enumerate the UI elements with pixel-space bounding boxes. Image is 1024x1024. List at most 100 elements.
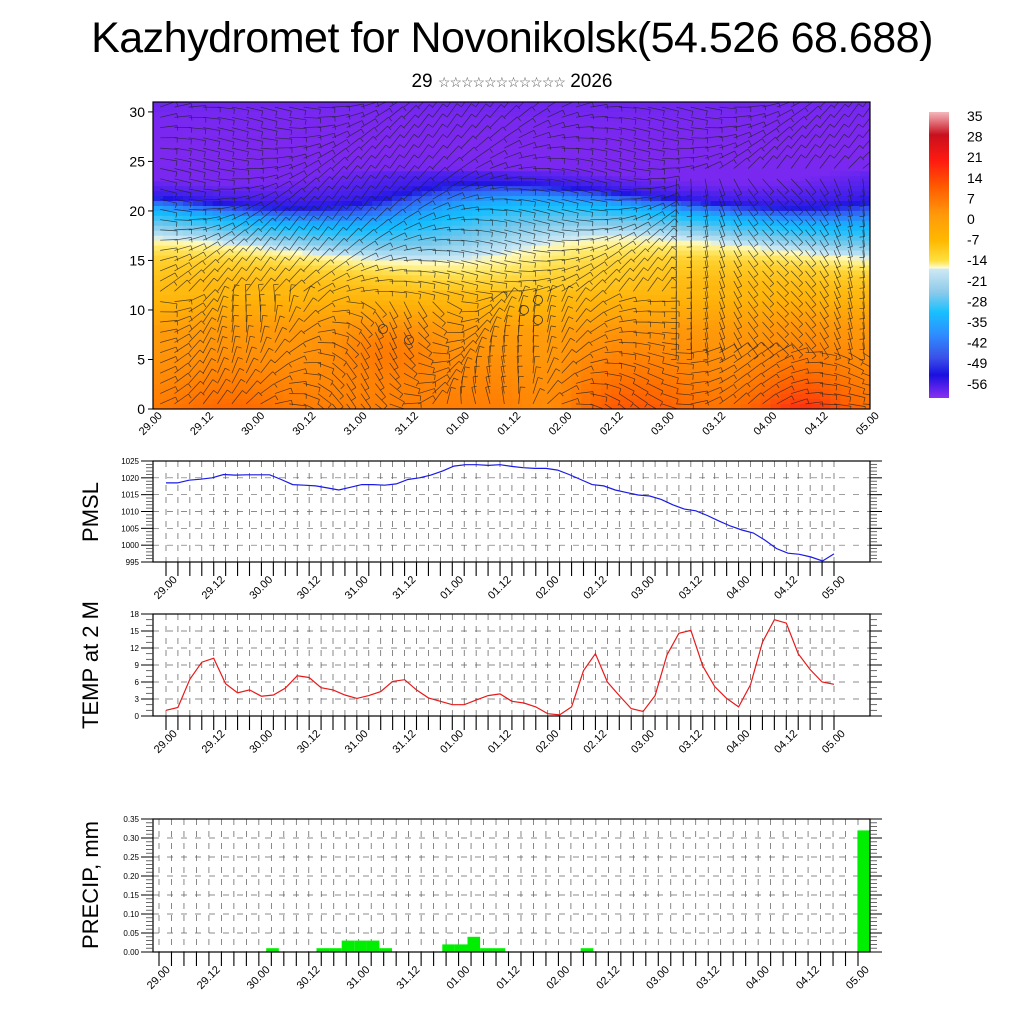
contour-cell: [342, 151, 353, 158]
wind-barb-flag: [804, 107, 809, 112]
wind-barb: [174, 137, 192, 140]
contour-cell: [172, 314, 184, 321]
contour-cell: [392, 334, 403, 341]
contour-cell: [760, 102, 772, 108]
contour-cell: [850, 324, 861, 331]
contour-cell: [382, 354, 393, 361]
contour-cell: [322, 166, 333, 172]
contour-cell: [770, 285, 781, 291]
contour-cell: [242, 275, 254, 281]
contour-cell: [153, 344, 164, 351]
contour-cell: [352, 389, 363, 395]
wind-barb: [403, 102, 411, 108]
contour-cell: [521, 121, 533, 128]
contour-cell: [232, 161, 244, 167]
contour-cell: [770, 191, 781, 197]
wind-barb-flag: [832, 96, 835, 100]
contour-cell: [421, 171, 433, 177]
contour-cell: [810, 295, 821, 301]
contour-cell: [631, 349, 642, 356]
contour-cell: [302, 171, 313, 177]
contour-cell: [601, 205, 612, 212]
contour-cell: [601, 255, 612, 262]
contour-cell: [411, 369, 423, 375]
contour-cell: [850, 295, 861, 301]
wind-barb: [418, 123, 429, 139]
contour-cell: [352, 344, 363, 351]
contour-cell: [212, 389, 224, 395]
contour-cell: [631, 106, 642, 113]
contour-cell: [312, 369, 323, 375]
contour-cell: [680, 235, 692, 242]
contour-cell: [192, 201, 204, 207]
contour-cell: [611, 255, 622, 262]
contour-cell: [162, 265, 174, 271]
contour-cell: [830, 359, 841, 366]
contour-cell: [541, 399, 552, 405]
contour-cell: [382, 290, 393, 296]
wind-barb: [475, 114, 487, 128]
contour-cell: [571, 399, 582, 405]
contour-cell: [252, 181, 264, 187]
contour-cell: [740, 111, 752, 118]
contour-cell: [342, 290, 353, 296]
wind-barb: [848, 103, 859, 118]
contour-cell: [541, 329, 552, 336]
contour-cell: [421, 329, 433, 336]
contour-cell: [700, 404, 712, 409]
wind-barb: [375, 135, 387, 149]
contour-cell: [750, 111, 762, 118]
contour-cell: [441, 399, 453, 405]
contour-cell: [860, 210, 870, 217]
contour-cell: [621, 319, 632, 326]
contour-cell: [212, 166, 224, 172]
contour-cell: [541, 161, 552, 167]
contour-cell: [581, 260, 592, 266]
contour-cell: [401, 394, 413, 400]
contour-cell: [182, 285, 194, 291]
wind-barb: [231, 106, 249, 111]
contour-cell: [451, 255, 463, 262]
contour-cell: [272, 215, 284, 222]
contour-cell: [750, 166, 762, 172]
contour-cell: [810, 205, 821, 212]
contour-cell: [292, 141, 303, 148]
contour-cell: [262, 369, 274, 375]
contour-cell: [421, 295, 433, 301]
contour-cell: [730, 136, 742, 143]
contour-cell: [710, 121, 722, 128]
wind-barb-flag: [676, 121, 679, 127]
contour-cell: [501, 171, 513, 177]
contour-cell: [571, 334, 582, 341]
contour-cell: [352, 191, 363, 197]
contour-cell: [312, 270, 323, 276]
contour-cell: [162, 384, 174, 390]
wind-barb: [346, 120, 363, 128]
wind-barb: [217, 116, 235, 121]
contour-cell: [680, 201, 692, 207]
contour-cell: [342, 235, 353, 242]
contour-cell: [710, 181, 722, 187]
contour-cell: [581, 121, 592, 128]
wind-barb-flag: [830, 114, 835, 118]
contour-cell: [730, 285, 742, 291]
contour-cell: [710, 290, 722, 296]
contour-cell: [700, 156, 712, 163]
wind-barb-flag: [486, 114, 491, 119]
contour-cell: [202, 151, 214, 158]
contour-cell: [401, 329, 413, 336]
contour-cell: [202, 102, 214, 108]
contour-cell: [830, 344, 841, 351]
contour-cell: [551, 305, 562, 311]
contour-cell: [232, 339, 244, 346]
contour-cell: [551, 126, 562, 133]
contour-cell: [362, 270, 373, 276]
contour-cell: [342, 334, 353, 341]
contour-cell: [551, 324, 562, 331]
contour-cell: [212, 384, 224, 390]
contour-cell: [800, 171, 811, 177]
contour-cell: [182, 265, 194, 271]
contour-cell: [621, 394, 632, 400]
contour-cell: [571, 300, 582, 306]
contour-cell: [352, 280, 363, 286]
